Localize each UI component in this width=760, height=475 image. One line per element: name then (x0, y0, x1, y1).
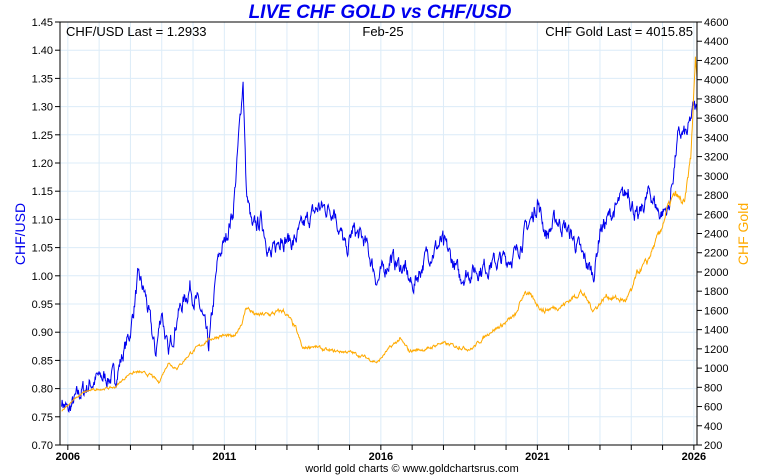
y-left-tick-label: 1.20 (32, 158, 53, 170)
y-right-tick-label: 4000 (704, 75, 728, 87)
y-right-tick-label: 3600 (704, 113, 728, 125)
y-right-tick-label: 400 (704, 421, 722, 433)
grid (60, 21, 697, 446)
y-right-tick-label: 2000 (704, 267, 728, 279)
y-right-tick-label: 3400 (704, 132, 728, 144)
footer-credit: world gold charts © www.goldchartsrus.co… (304, 463, 519, 475)
y-left-tick-label: 0.90 (32, 327, 53, 339)
annotation-date: Feb-25 (362, 24, 403, 39)
chart-title: LIVE CHF GOLD vs CHF/USD (249, 2, 512, 23)
y-left-tick-label: 1.15 (32, 186, 53, 198)
y-right-tick-label: 2200 (704, 248, 728, 260)
series-layer (61, 56, 698, 413)
y-right-tick-label: 2600 (704, 209, 728, 221)
y-right-tick-label: 3200 (704, 152, 728, 164)
y-right-tick-label: 4400 (704, 36, 728, 48)
x-tick-label: 2016 (369, 451, 393, 463)
annotation-chfusd-last: CHF/USD Last = 1.2933 (66, 24, 207, 39)
series-line-chfusd (61, 81, 698, 413)
y-right-tick-label: 200 (704, 440, 722, 452)
y-left-tick-label: 1.40 (32, 45, 53, 57)
y-right-tick-label: 2400 (704, 229, 728, 241)
y-right-tick-label: 4600 (704, 17, 728, 29)
y-right-tick-label: 2800 (704, 190, 728, 202)
y-left-tick-label: 1.35 (32, 73, 53, 85)
y-left-label: CHF/USD (12, 203, 28, 265)
y-right-label: CHF Gold (735, 203, 751, 265)
y-right-tick-label: 1200 (704, 344, 728, 356)
x-tick-label: 2026 (682, 451, 706, 463)
y-right-tick-label: 1000 (704, 363, 728, 375)
y-right-tick-label: 4200 (704, 55, 728, 67)
axes: 0.70 0.75 0.80 0.85 0.90 0.95 1.00 1.05 1.10 1.15… (32, 17, 729, 463)
y-right-tick-label: 800 (704, 382, 722, 394)
y-left-tick-label: 1.05 (32, 243, 53, 255)
y-left-tick-label: 0.85 (32, 355, 53, 367)
y-left-tick-label: 1.30 (32, 102, 53, 114)
y-left-tick-label: 1.25 (32, 130, 53, 142)
y-right-tick-label: 1800 (704, 286, 728, 298)
series-line-chf-gold (61, 56, 698, 412)
x-tick-label: 2011 (212, 451, 236, 463)
x-tick-label: 2006 (56, 451, 80, 463)
y-left-tick-label: 0.95 (32, 299, 53, 311)
y-right-tick-label: 3800 (704, 94, 728, 106)
y-left-tick-label: 0.70 (32, 440, 53, 452)
y-left-tick-label: 0.80 (32, 384, 53, 396)
y-right-tick-label: 3000 (704, 171, 728, 183)
y-right-tick-label: 1600 (704, 305, 728, 317)
y-right-tick-label: 1400 (704, 325, 728, 337)
y-right-tick-label: 600 (704, 402, 722, 414)
plot-frame (59, 21, 698, 446)
y-left-tick-label: 1.00 (32, 271, 53, 283)
y-left-tick-label: 1.45 (32, 17, 53, 29)
annotation-gold-last: CHF Gold Last = 4015.85 (545, 24, 693, 39)
y-left-tick-label: 0.75 (32, 412, 53, 424)
x-tick-label: 2021 (525, 451, 549, 463)
y-left-tick-label: 1.10 (32, 214, 53, 226)
